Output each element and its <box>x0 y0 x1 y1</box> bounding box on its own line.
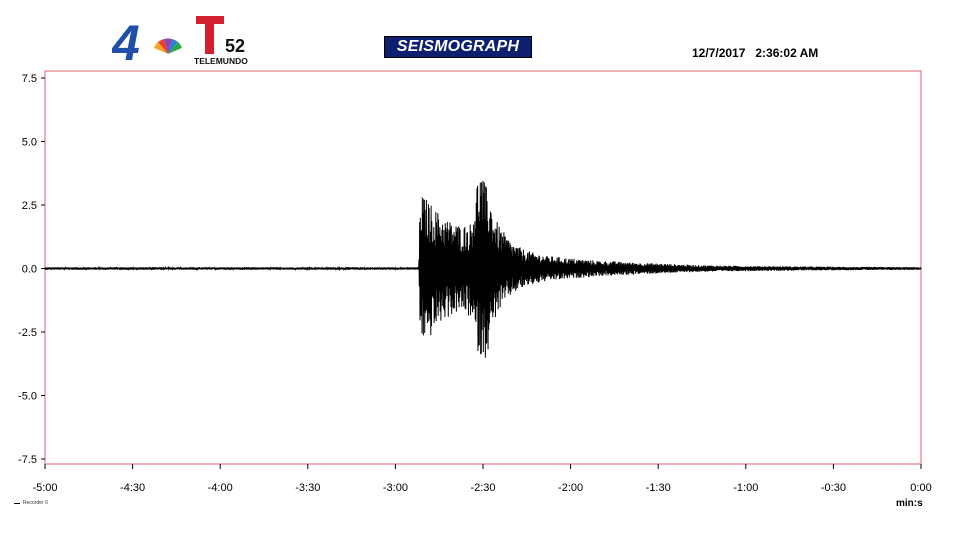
x-axis: -5:00 -4:30 -4:00 -3:30 -3:00 -2:30 -2:00 -1:30… <box>32 464 932 494</box>
legend-entry-recorder-0: Recorder 0 <box>23 500 48 506</box>
timestamp: 12/7/2017 2:36:02 AM <box>692 46 819 60</box>
y-tick-label: 2.5 <box>22 200 37 212</box>
telemundo-t-icon <box>196 16 224 54</box>
x-tick-label: -3:30 <box>295 482 320 494</box>
y-axis: 7.5 5.0 2.5 0.0 -2.5 -5.0 -7.5 <box>18 73 45 466</box>
y-tick-label: -5.0 <box>18 391 37 403</box>
telemundo52-logo: 52 TELEMUNDO <box>194 16 248 66</box>
x-tick-label: -4:30 <box>120 482 145 494</box>
nbc4-logo: 4 <box>111 15 182 71</box>
y-tick-label: 5.0 <box>22 137 37 149</box>
station-logos: 4 52 TELEMUNDO <box>111 14 262 71</box>
x-tick-label: -2:30 <box>470 482 495 494</box>
y-tick-label: -7.5 <box>18 454 37 466</box>
x-tick-label: -1:30 <box>646 482 671 494</box>
x-axis-units-label: min:s <box>896 498 923 509</box>
x-tick-label: 0:00 <box>910 482 931 494</box>
x-tick-label: -1:00 <box>733 482 758 494</box>
peacock-icon <box>154 38 182 58</box>
telemundo-wordmark: TELEMUNDO <box>194 56 248 66</box>
y-tick-label: -2.5 <box>18 327 37 339</box>
x-tick-label: -2:00 <box>558 482 583 494</box>
legend: Recorder 0 <box>14 500 48 506</box>
x-tick-label: -0:30 <box>821 482 846 494</box>
x-tick-label: -4:00 <box>208 482 233 494</box>
y-tick-label: 0.0 <box>22 264 37 276</box>
y-tick-label: 7.5 <box>22 73 37 85</box>
x-tick-label: -5:00 <box>32 482 57 494</box>
telemundo-channel-number: 52 <box>225 36 245 56</box>
trace-recorder-0 <box>44 181 922 358</box>
chart-title: SEISMOGRAPH <box>384 36 532 58</box>
nbc4-numeral: 4 <box>112 15 140 68</box>
x-tick-label: -3:00 <box>383 482 408 494</box>
legend-swatch <box>14 502 20 504</box>
